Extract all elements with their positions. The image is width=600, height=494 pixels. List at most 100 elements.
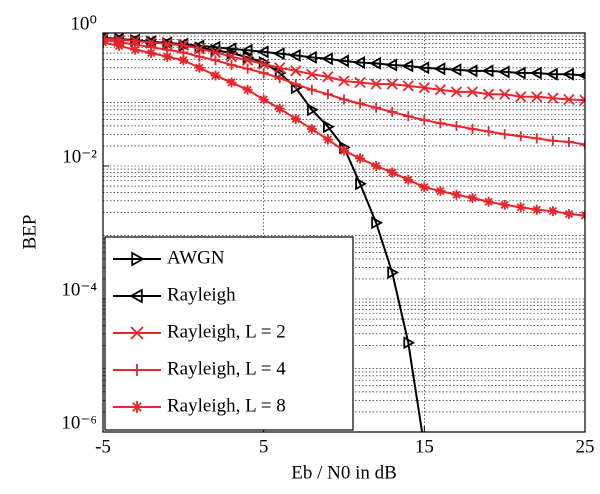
x-axis-label: Eb / N0 in dB <box>291 462 397 483</box>
y-tick-label: 10⁻⁶ <box>61 412 97 433</box>
legend-marker <box>131 251 145 267</box>
marker <box>449 63 462 77</box>
marker <box>531 204 542 215</box>
marker <box>209 46 222 59</box>
y-tick-label: 10⁻⁴ <box>61 279 97 300</box>
marker <box>305 50 317 64</box>
legend-label: Rayleigh, L = 4 <box>167 358 286 379</box>
marker <box>387 266 400 280</box>
marker <box>497 65 510 79</box>
marker <box>290 79 301 90</box>
legend-marker <box>131 364 143 376</box>
marker <box>499 129 510 140</box>
marker <box>290 65 302 77</box>
marker <box>418 82 430 94</box>
marker <box>226 60 237 71</box>
y-tick-label: 10⁰ <box>70 13 97 34</box>
marker <box>224 42 237 56</box>
marker <box>306 103 319 117</box>
marker <box>177 39 189 51</box>
marker <box>162 51 173 62</box>
marker <box>337 54 349 68</box>
x-tick-label: -5 <box>95 436 111 457</box>
marker <box>242 63 253 74</box>
marker <box>258 68 269 79</box>
marker <box>130 44 141 55</box>
marker <box>515 202 526 213</box>
x-tick-label: 5 <box>259 436 269 457</box>
marker <box>306 84 317 95</box>
marker <box>419 182 430 193</box>
marker <box>369 56 382 70</box>
marker <box>451 120 462 131</box>
marker <box>178 55 189 66</box>
marker <box>403 174 414 185</box>
marker <box>339 94 349 105</box>
marker <box>370 78 382 90</box>
marker <box>482 88 495 100</box>
marker <box>225 51 238 63</box>
marker <box>563 93 575 106</box>
marker <box>103 33 108 45</box>
marker <box>306 124 317 135</box>
marker <box>210 70 221 81</box>
marker <box>322 89 333 100</box>
marker <box>290 113 301 124</box>
marker <box>338 75 350 87</box>
marker <box>194 62 205 73</box>
marker <box>467 124 478 135</box>
marker <box>563 136 574 147</box>
marker <box>387 167 398 178</box>
marker <box>515 91 527 103</box>
marker <box>322 71 334 83</box>
marker <box>193 43 206 55</box>
marker <box>161 38 173 50</box>
marker <box>547 92 559 104</box>
marker <box>546 67 558 81</box>
marker <box>210 55 221 66</box>
marker <box>419 115 430 126</box>
y-axis-label: BEP <box>19 215 40 250</box>
marker <box>272 47 285 61</box>
marker <box>194 51 205 62</box>
marker <box>339 145 349 156</box>
marker <box>481 64 494 78</box>
marker <box>353 55 365 70</box>
marker <box>258 94 269 105</box>
marker <box>355 153 366 164</box>
marker <box>435 118 446 129</box>
marker <box>146 48 157 59</box>
marker <box>435 186 446 197</box>
marker <box>450 86 463 98</box>
marker <box>531 91 543 103</box>
marker <box>355 177 367 191</box>
legend-marker <box>129 288 143 304</box>
marker <box>322 134 333 145</box>
marker <box>451 189 462 200</box>
marker <box>371 161 382 171</box>
marker <box>562 67 574 81</box>
series-line <box>103 41 585 217</box>
marker <box>499 88 511 100</box>
legend-marker <box>131 401 143 413</box>
marker <box>401 59 414 73</box>
marker <box>563 208 574 219</box>
marker <box>226 77 237 88</box>
marker <box>385 58 398 72</box>
marker <box>417 61 430 75</box>
marker <box>403 336 416 350</box>
marker <box>240 43 253 57</box>
marker <box>387 106 398 117</box>
marker <box>242 84 253 95</box>
marker <box>241 54 254 66</box>
marker <box>466 86 479 98</box>
marker <box>580 139 585 150</box>
x-tick-label: 25 <box>576 436 595 457</box>
marker <box>274 103 285 114</box>
marker <box>355 98 366 109</box>
marker <box>258 58 270 70</box>
legend-label: Rayleigh, L = 8 <box>167 395 286 416</box>
marker <box>499 199 510 210</box>
plot-area <box>103 33 585 432</box>
legend-marker <box>130 326 144 340</box>
